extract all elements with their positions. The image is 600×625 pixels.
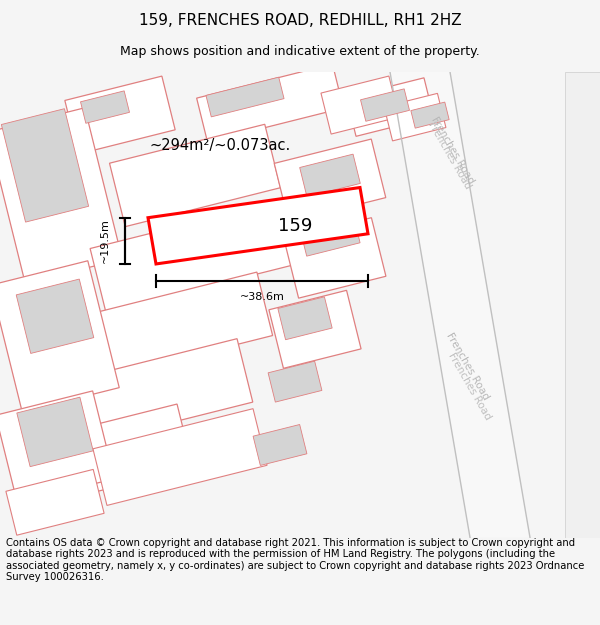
Text: ~19.5m: ~19.5m [100, 218, 110, 263]
Text: 159: 159 [278, 217, 312, 235]
Text: ~38.6m: ~38.6m [239, 292, 284, 302]
Polygon shape [565, 72, 600, 538]
Text: Map shows position and indicative extent of the property.: Map shows position and indicative extent… [120, 45, 480, 58]
Polygon shape [361, 89, 409, 121]
Polygon shape [1, 109, 89, 222]
Polygon shape [284, 217, 386, 298]
Polygon shape [274, 139, 386, 222]
Polygon shape [206, 77, 284, 117]
Text: Contains OS data © Crown copyright and database right 2021. This information is : Contains OS data © Crown copyright and d… [6, 538, 584, 582]
Polygon shape [253, 424, 307, 466]
Polygon shape [7, 404, 193, 510]
Polygon shape [269, 291, 361, 368]
Polygon shape [321, 76, 399, 134]
Polygon shape [0, 261, 119, 412]
Polygon shape [17, 397, 93, 467]
Polygon shape [0, 391, 115, 503]
Polygon shape [346, 78, 434, 136]
Polygon shape [268, 361, 322, 402]
Polygon shape [299, 154, 361, 197]
Polygon shape [148, 188, 368, 264]
Polygon shape [77, 272, 272, 381]
Polygon shape [278, 297, 332, 340]
Polygon shape [411, 102, 449, 128]
Polygon shape [197, 64, 343, 142]
Text: 159, FRENCHES ROAD, REDHILL, RH1 2HZ: 159, FRENCHES ROAD, REDHILL, RH1 2HZ [139, 12, 461, 28]
Polygon shape [6, 469, 104, 535]
Polygon shape [0, 107, 122, 283]
Polygon shape [16, 279, 94, 353]
Polygon shape [110, 124, 280, 227]
Polygon shape [65, 76, 175, 154]
Polygon shape [80, 91, 130, 123]
Polygon shape [384, 93, 446, 141]
Text: ~294m²/~0.073ac.: ~294m²/~0.073ac. [149, 138, 290, 152]
Polygon shape [90, 200, 300, 312]
Polygon shape [300, 216, 360, 256]
Text: Frenches Road: Frenches Road [430, 115, 476, 186]
Polygon shape [93, 409, 267, 506]
Text: Frenches Road: Frenches Road [445, 331, 491, 402]
Polygon shape [390, 72, 530, 538]
Text: Frenches Road: Frenches Road [447, 351, 493, 422]
Text: Frenches Road: Frenches Road [427, 120, 473, 191]
Polygon shape [67, 339, 253, 444]
